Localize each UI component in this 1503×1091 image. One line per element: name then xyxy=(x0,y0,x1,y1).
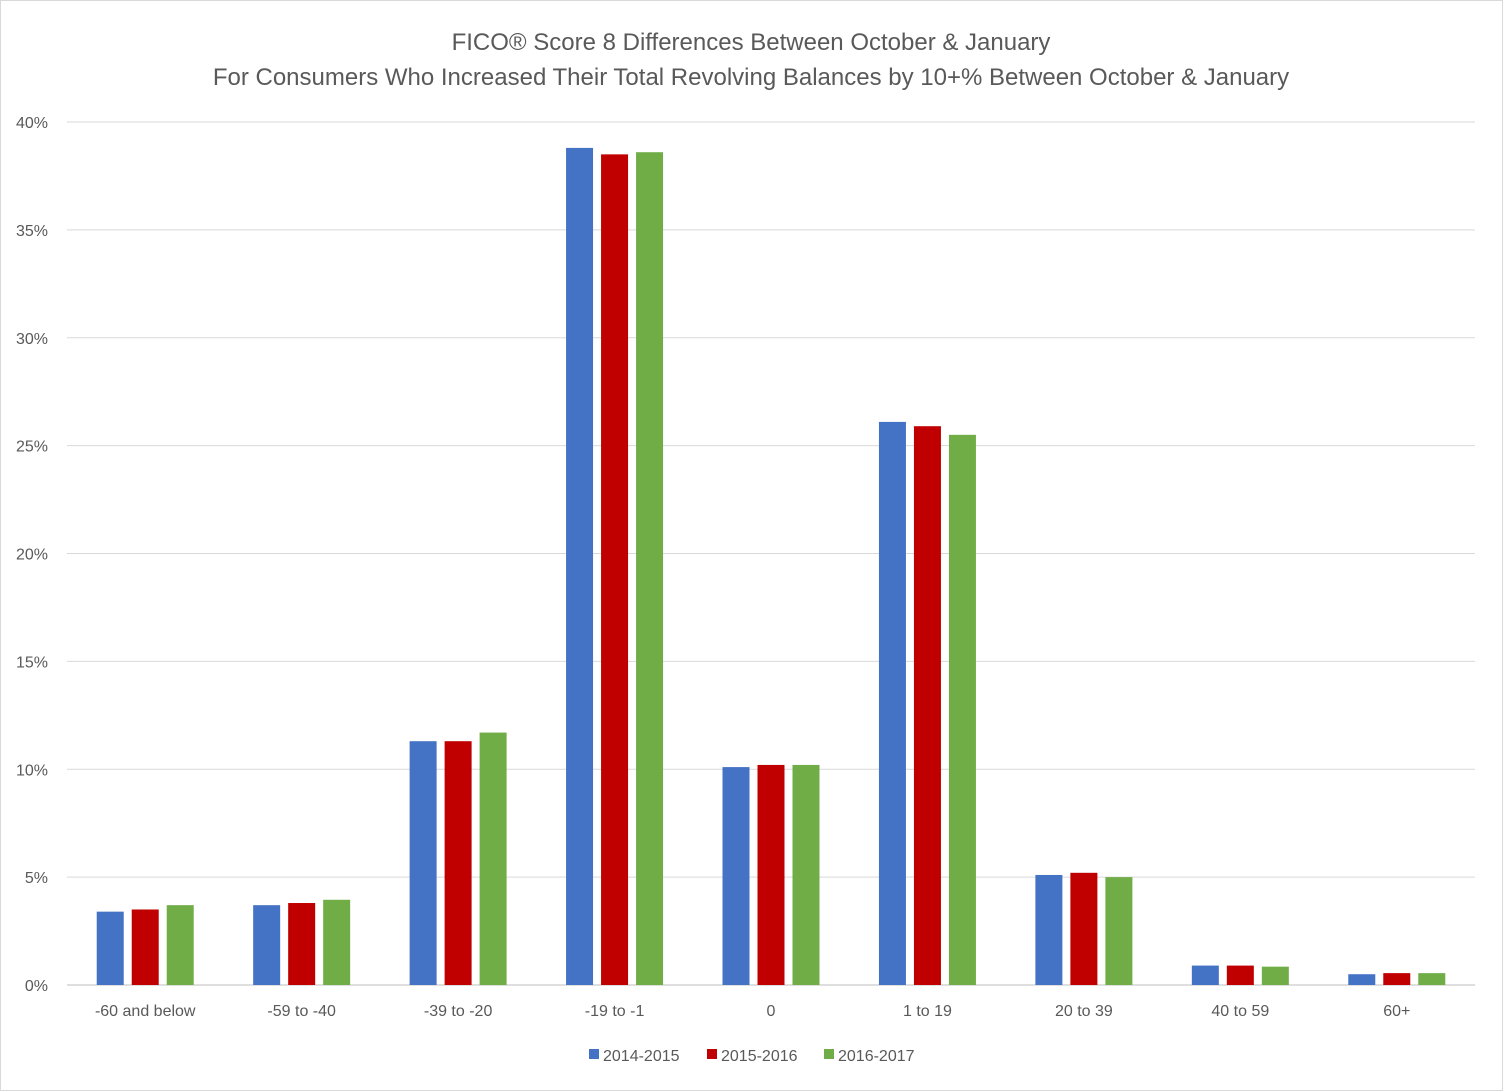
bar-2015-2016-1 to 19 xyxy=(913,426,941,985)
bar-2016-2017-0 xyxy=(792,764,820,985)
y-tick-label: 40% xyxy=(16,115,48,132)
bar-2014-2015-40 to 59 xyxy=(1191,965,1219,985)
bar-2016-2017-60+ xyxy=(1418,973,1446,985)
bar-2016-2017-1 to 19 xyxy=(948,434,976,985)
bar-2016-2017--60 and below xyxy=(166,905,194,985)
legend-label: 2016-2017 xyxy=(838,1048,915,1065)
x-tick-label: -59 to -40 xyxy=(267,1003,336,1020)
legend-label: 2015-2016 xyxy=(721,1048,798,1065)
gridlines xyxy=(67,121,1475,986)
y-tick-label: 15% xyxy=(16,654,48,671)
bars xyxy=(96,147,1446,986)
y-tick-label: 25% xyxy=(16,439,48,456)
y-axis-ticks: 0% 5% 10% 15% 20% 25% 30% 35% 40% xyxy=(16,115,48,995)
bar-2015-2016-20 to 39 xyxy=(1070,872,1098,985)
y-tick-label: 30% xyxy=(16,331,48,348)
x-tick-label: -19 to -1 xyxy=(585,1003,645,1020)
bar-2015-2016-60+ xyxy=(1383,973,1411,985)
bar-2014-2015--60 and below xyxy=(96,911,124,985)
legend-label: 2014-2015 xyxy=(603,1048,680,1065)
legend-swatch xyxy=(707,1049,717,1059)
x-tick-label: 20 to 39 xyxy=(1055,1003,1113,1020)
y-tick-label: 35% xyxy=(16,223,48,240)
bar-2015-2016--60 and below xyxy=(131,909,159,985)
bar-2016-2017-20 to 39 xyxy=(1105,877,1133,985)
legend-swatch xyxy=(824,1049,834,1059)
legend-swatch xyxy=(589,1049,599,1059)
y-tick-label: 5% xyxy=(25,870,48,887)
x-tick-label: 0 xyxy=(767,1003,776,1020)
bar-2015-2016--59 to -40 xyxy=(288,903,316,985)
y-tick-label: 20% xyxy=(16,547,48,564)
bar-2014-2015-0 xyxy=(722,767,750,985)
chart-subtitle: For Consumers Who Increased Their Total … xyxy=(213,64,1289,91)
y-tick-label: 0% xyxy=(25,978,48,995)
x-axis-ticks: -60 and below -59 to -40 -39 to -20 -19 to … xyxy=(95,1003,1410,1020)
bar-2015-2016-0 xyxy=(757,764,785,985)
bar-2015-2016--39 to -20 xyxy=(444,741,472,985)
bar-2016-2017-40 to 59 xyxy=(1261,966,1289,985)
x-tick-label: 60+ xyxy=(1383,1003,1410,1020)
bar-2014-2015--39 to -20 xyxy=(409,741,437,985)
bar-2015-2016-40 to 59 xyxy=(1226,965,1254,985)
bar-2014-2015--59 to -40 xyxy=(253,905,281,985)
y-tick-label: 10% xyxy=(16,762,48,779)
bar-2016-2017--39 to -20 xyxy=(479,732,507,985)
x-tick-label: 40 to 59 xyxy=(1211,1003,1269,1020)
x-tick-label: -39 to -20 xyxy=(424,1003,493,1020)
legend: 2014-2015 2015-2016 2016-2017 xyxy=(589,1048,915,1065)
chart-title: FICO® Score 8 Differences Between Octobe… xyxy=(452,29,1051,56)
x-tick-label: -60 and below xyxy=(95,1003,196,1020)
bar-2014-2015-20 to 39 xyxy=(1035,874,1063,985)
bar-2016-2017--59 to -40 xyxy=(323,899,351,985)
bar-2016-2017--19 to -1 xyxy=(636,152,664,985)
bar-2014-2015-60+ xyxy=(1348,974,1376,985)
x-tick-label: 1 to 19 xyxy=(903,1003,952,1020)
bar-2014-2015-1 to 19 xyxy=(878,421,906,986)
bar-2014-2015--19 to -1 xyxy=(566,147,594,985)
bar-2015-2016--19 to -1 xyxy=(601,154,629,986)
